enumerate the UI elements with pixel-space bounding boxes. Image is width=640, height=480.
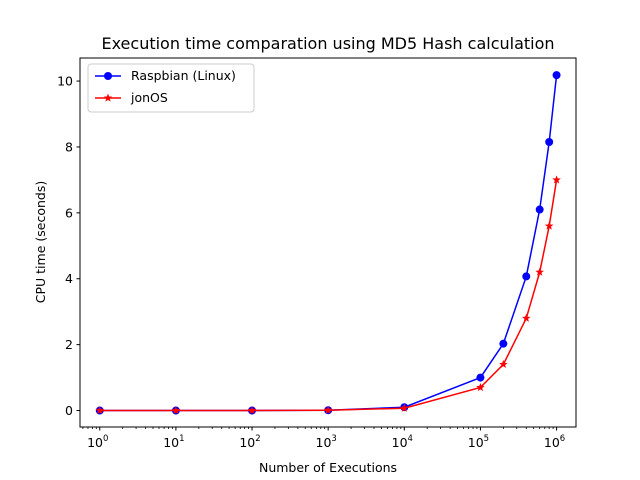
x-tick-label: 104 <box>392 434 413 450</box>
legend-box <box>87 63 255 113</box>
y-axis-label: CPU time (seconds) <box>33 181 48 303</box>
data-point <box>247 406 257 415</box>
plot-frame <box>79 57 577 428</box>
data-point <box>521 313 531 322</box>
data-point <box>522 272 531 281</box>
data-point <box>544 221 554 230</box>
data-point <box>552 175 561 184</box>
legend-label-series-1: jonOS <box>130 90 168 105</box>
x-tick-label: 101 <box>163 434 184 450</box>
data-point <box>171 406 181 415</box>
legend-label-series-0: Raspbian (Linux) <box>131 68 236 83</box>
y-tick-label: 6 <box>65 205 73 220</box>
x-tick-label: 100 <box>87 434 108 450</box>
y-tick-label: 10 <box>57 74 73 89</box>
data-point <box>535 205 544 214</box>
legend-marker-series-0 <box>104 72 112 80</box>
x-axis-label: Number of Executions <box>259 460 397 475</box>
y-tick-label: 0 <box>65 403 73 418</box>
data-point <box>323 405 333 414</box>
legend: Raspbian (Linux) jonOS <box>87 63 255 113</box>
data-point <box>95 406 105 415</box>
data-point <box>400 403 409 412</box>
plot-series <box>95 71 561 415</box>
data-point <box>499 339 508 348</box>
y-tick-label: 2 <box>65 337 73 352</box>
x-tick-label: 106 <box>544 434 565 450</box>
series-1 <box>95 175 561 415</box>
data-point <box>476 382 485 392</box>
chart-title: Execution time comparation using MD5 Has… <box>101 34 554 53</box>
data-point <box>552 71 561 80</box>
data-point <box>499 359 508 369</box>
data-point <box>535 267 544 276</box>
x-tick-label: 105 <box>468 434 489 450</box>
x-axis-ticks: 100 101 102 103 104 105 106 <box>82 427 565 450</box>
data-point <box>545 138 554 147</box>
y-axis-ticks: 0 2 4 6 8 10 <box>57 74 80 418</box>
legend-marker-series-1 <box>103 93 113 102</box>
x-tick-label: 102 <box>239 434 260 450</box>
data-point <box>476 373 485 382</box>
y-tick-label: 4 <box>65 271 73 286</box>
x-tick-label: 103 <box>316 434 337 450</box>
y-tick-label: 8 <box>65 139 73 154</box>
